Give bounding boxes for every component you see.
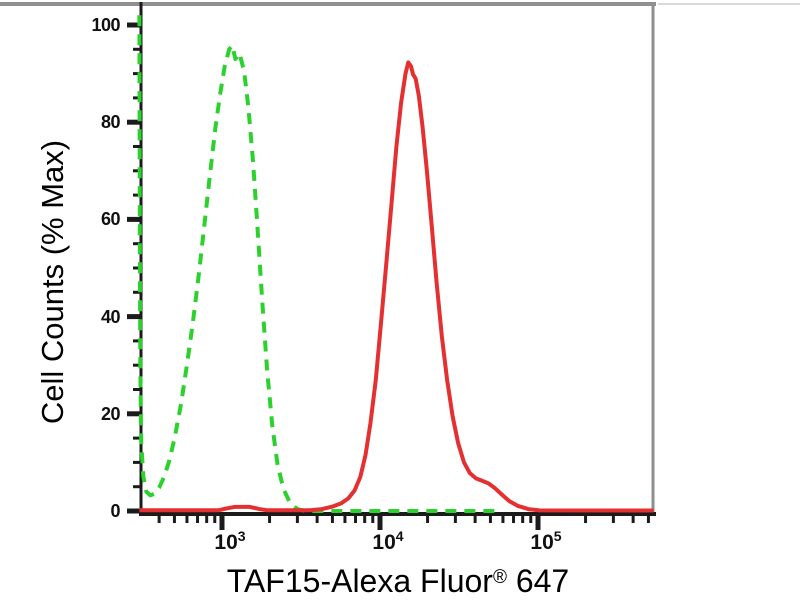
y-tick-label: 100 [91,15,120,35]
y-tick-label: 60 [100,209,121,230]
x-decade-label: 104 [372,528,404,554]
x-decade-label: 105 [530,528,562,554]
y-tick-label: 20 [100,403,121,424]
x-axis-title: TAF15-Alexa Fluor® 647 [142,563,654,600]
y-tick-label: 0 [110,501,120,521]
y-tick-label: 80 [100,112,121,133]
y-tick-label: 40 [100,306,121,327]
registered-trademark-symbol: ® [492,567,507,588]
x-axis-title-tail: 647 [506,563,570,599]
y-axis-title: Cell Counts (% Max) [35,139,70,425]
x-decade-label: 103 [214,528,246,554]
x-axis-title-main: TAF15-Alexa Fluor [226,563,493,599]
curve-red-solid-sample [139,60,654,513]
curve-green-dashed-control [137,15,500,513]
